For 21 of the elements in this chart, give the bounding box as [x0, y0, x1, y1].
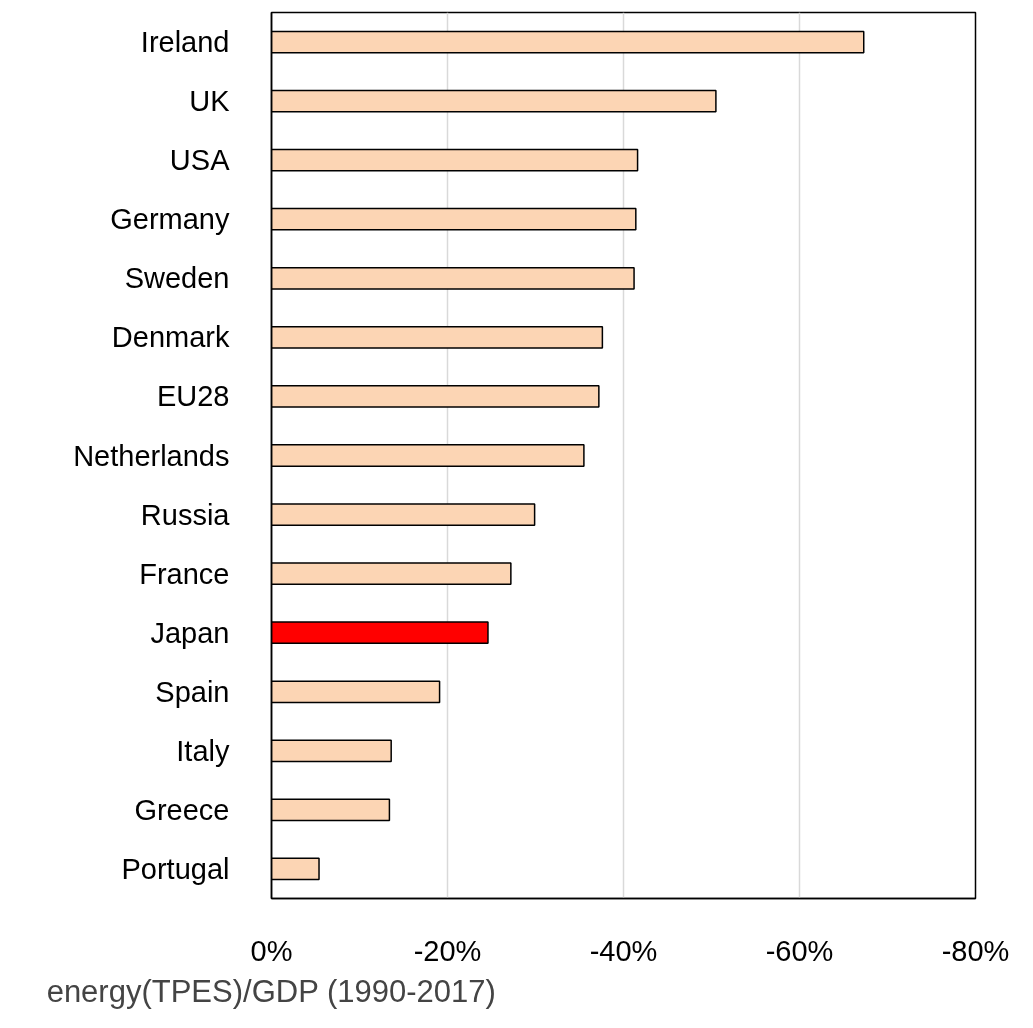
y-tick-label: Greece [134, 793, 230, 826]
y-tick-label: USA [169, 144, 231, 177]
y-tick-label: Denmark [111, 321, 230, 354]
x-axis-title: energy(TPES)/GDP (1990-2017) [46, 973, 496, 1009]
y-tick-label: Italy [176, 734, 230, 767]
y-tick-label: Germany [110, 203, 230, 236]
y-tick-label: Japan [150, 616, 230, 649]
y-tick-label: Ireland [140, 26, 230, 59]
x-tick-label: -60% [765, 934, 834, 967]
x-tick-label: 0% [250, 934, 293, 967]
y-tick-label: Spain [155, 675, 230, 708]
y-tick-label: Russia [140, 498, 231, 531]
y-tick-label: UK [189, 85, 231, 118]
y-tick-label: EU28 [156, 380, 230, 413]
x-tick-label: -20% [413, 934, 482, 967]
x-tick-label: -40% [589, 934, 658, 967]
y-tick-label: France [139, 557, 230, 590]
y-tick-label: Netherlands [73, 439, 230, 472]
y-tick-label: Sweden [124, 262, 230, 295]
y-tick-label: Portugal [121, 852, 230, 885]
x-tick-label: -80% [941, 934, 1010, 967]
